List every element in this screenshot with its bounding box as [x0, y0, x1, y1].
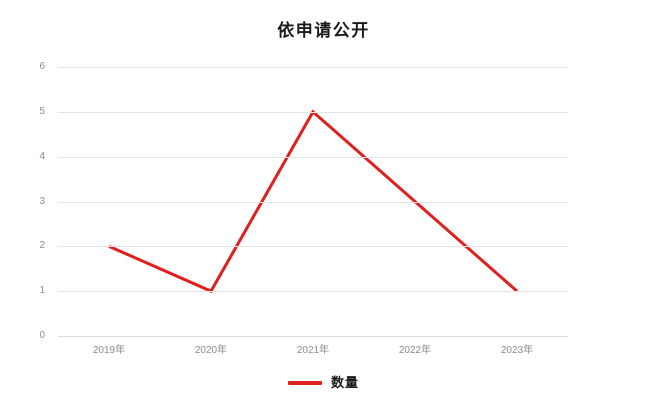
x-tick-label: 2020年 — [194, 345, 228, 356]
chart-legend: 数量 — [0, 371, 647, 395]
legend-label-quantity: 数量 — [330, 375, 359, 390]
plot-area — [58, 67, 568, 337]
x-tick-label: 2019年 — [92, 345, 126, 356]
x-tick-label: 2023年 — [500, 345, 534, 356]
gridline — [58, 246, 568, 248]
y-tick-label: 6 — [39, 61, 45, 72]
gridline — [58, 67, 568, 68]
x-axis: 2019年 2020年 2021年 2022年 2023年 — [58, 344, 568, 360]
chart-title: 依申请公开 — [277, 21, 370, 40]
gridline — [58, 336, 568, 337]
y-tick-label: 4 — [39, 150, 45, 162]
gridline — [58, 201, 568, 203]
y-tick-label: 5 — [39, 105, 45, 117]
y-tick-label: 0 — [39, 330, 45, 341]
y-tick-label: 1 — [39, 285, 45, 297]
x-tick-label: 2021年 — [296, 345, 330, 356]
gridline — [58, 156, 568, 158]
y-tick-label: 2 — [39, 240, 45, 252]
y-axis: 0 1 2 3 4 5 6 — [0, 62, 52, 341]
x-tick-label: 2022年 — [398, 345, 432, 356]
gridline — [58, 291, 568, 293]
legend-color-swatch-quantity — [287, 381, 322, 385]
y-tick-label: 3 — [39, 195, 45, 207]
gridline — [58, 111, 568, 113]
